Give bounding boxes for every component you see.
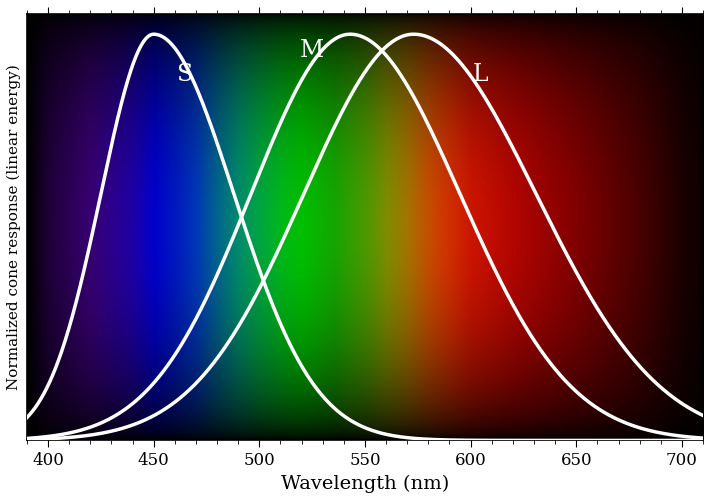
Text: S: S [177,64,193,86]
Text: M: M [300,39,324,62]
Y-axis label: Normalized cone response (linear energy): Normalized cone response (linear energy) [7,64,21,390]
Text: L: L [473,64,488,86]
X-axis label: Wavelength (nm): Wavelength (nm) [281,475,449,493]
